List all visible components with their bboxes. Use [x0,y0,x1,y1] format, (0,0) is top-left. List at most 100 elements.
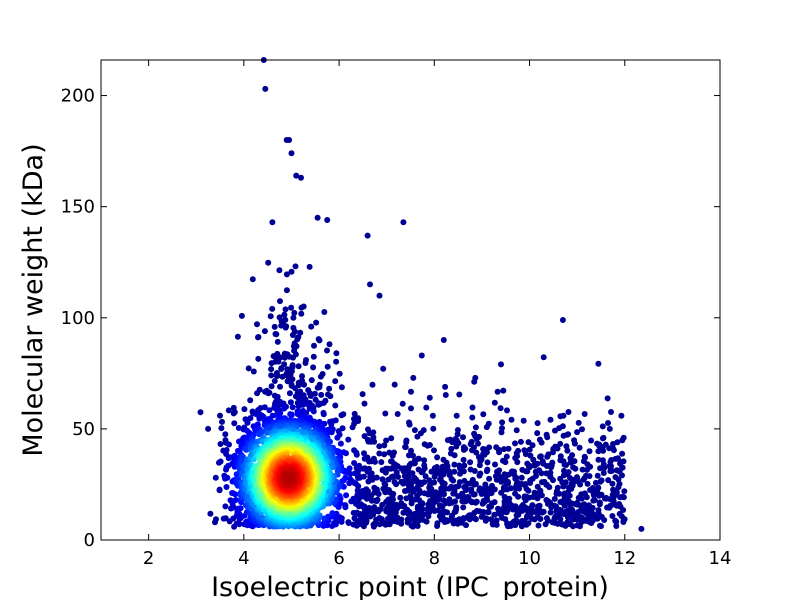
data-point [311,342,317,349]
data-point [524,460,531,467]
data-point [436,502,443,509]
data-point [596,501,603,508]
data-point [529,515,535,522]
data-point [353,451,360,458]
data-point [542,521,549,528]
data-point [454,427,461,433]
data-point [471,430,478,437]
data-point [616,510,623,517]
data-point [461,484,468,490]
data-point [527,480,534,486]
plot-frame [100,59,721,541]
data-point [608,409,614,415]
data-point [486,503,493,510]
data-point [302,360,309,366]
data-point [547,509,554,516]
data-point [289,404,296,411]
data-point [449,512,455,519]
data-point [406,452,412,459]
data-point [484,459,491,466]
data-point [612,474,619,481]
data-point [610,486,617,493]
data-point [334,434,341,441]
data-point [617,460,624,467]
data-point [498,361,504,368]
data-point [299,373,305,380]
data-point [421,441,428,448]
data-point [249,276,256,283]
data-point [222,503,229,510]
data-point [354,487,361,494]
data-point [216,486,223,493]
data-point [360,465,367,472]
data-point [498,474,505,481]
data-point [595,507,602,514]
data-point [501,504,508,511]
data-point [388,458,394,465]
data-point [320,411,327,418]
data-point [343,492,350,499]
x-tick-label: 8 [429,548,440,569]
data-point [225,407,232,414]
y-tick-label: 200 [61,86,95,107]
data-point [255,355,262,362]
data-point [444,437,451,444]
data-point [376,292,383,299]
data-point [454,431,461,438]
data-point [283,287,290,294]
data-point [532,468,539,475]
data-point [400,219,407,226]
data-point [422,473,429,480]
data-point [349,424,356,431]
data-point [232,491,239,498]
data-point [403,495,410,502]
data-point [351,515,358,522]
data-point [434,520,441,527]
data-point [321,309,328,315]
data-point [451,461,458,468]
data-point [478,513,485,520]
data-point [604,395,611,402]
data-point [414,484,421,491]
data-point [448,445,455,452]
data-point [278,322,285,329]
data-point [543,470,550,477]
data-point [570,464,577,471]
data-point [338,412,345,419]
data-point [472,424,479,431]
data-point [619,437,626,444]
y-axis-ticks: 0 50 100 150 200 [61,86,720,551]
data-point [431,473,438,480]
data-point [380,485,387,492]
data-point [557,475,564,482]
data-point [480,450,487,457]
data-point [265,259,272,266]
data-point [290,314,297,321]
data-point [539,479,545,486]
data-point [525,439,532,446]
data-point [599,435,606,442]
data-point [408,405,414,412]
data-point [431,447,437,454]
data-point [491,511,498,518]
data-point [453,443,460,450]
data-point [428,468,435,475]
data-point [350,521,357,528]
data-point [617,494,624,501]
data-point [450,490,457,497]
data-point [268,366,275,373]
data-point [476,462,483,469]
data-point [513,427,520,434]
data-point [276,267,283,274]
data-point [286,390,293,397]
x-axis-label: Isoelectric point (IPC_protein) [211,572,609,600]
data-point [282,306,289,313]
data-point [310,408,317,415]
data-point [460,434,466,441]
data-point [483,468,490,475]
data-point [442,392,449,398]
data-point [321,519,328,526]
data-point [310,364,317,371]
data-point [353,464,360,471]
data-point [505,445,512,452]
